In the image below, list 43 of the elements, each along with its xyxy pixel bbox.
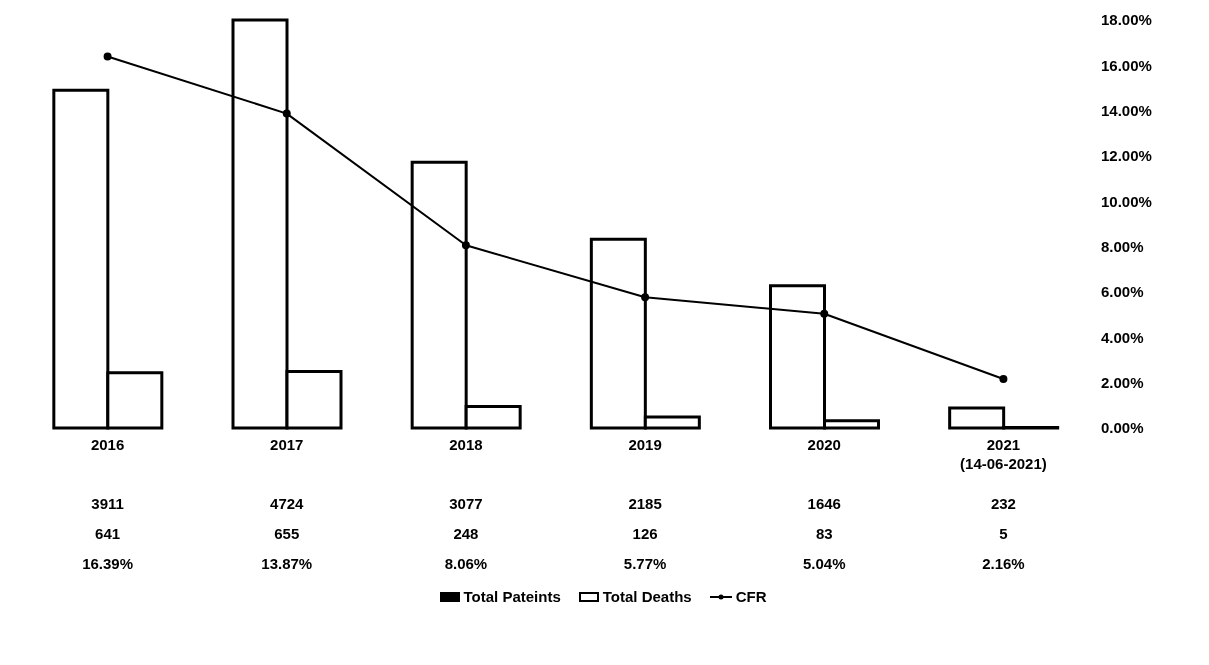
text: 126	[632, 524, 658, 542]
text: 13.87%	[261, 554, 313, 572]
text: 248	[453, 524, 479, 542]
text: 5.04%	[802, 554, 846, 572]
text: 8.06%	[444, 554, 488, 572]
text: 4724	[270, 494, 304, 512]
text: 232	[990, 494, 1016, 512]
y2-tick-label: 16.00%	[1101, 56, 1152, 74]
x-tick-label: 2019	[628, 436, 662, 453]
y2-tick-label: 12.00%	[1101, 147, 1152, 165]
legend-label: Total Pateints	[462, 588, 561, 605]
x-tick-label: 2018	[449, 436, 483, 453]
legend-label: CFR	[734, 588, 767, 605]
text: 5	[999, 524, 1008, 542]
point	[999, 375, 1008, 384]
x-tick-label: 2017	[270, 436, 304, 453]
y2-tick-label: 0.00%	[1101, 419, 1144, 437]
text: 83	[815, 524, 833, 542]
point	[103, 52, 112, 61]
point	[461, 241, 470, 250]
y2-tick-label: 14.00%	[1101, 101, 1152, 119]
point	[820, 309, 829, 318]
y2-tick-label: 10.00%	[1101, 192, 1152, 210]
text: 641	[95, 524, 121, 542]
text: 5.77%	[623, 554, 667, 572]
text: 16.39%	[82, 554, 134, 572]
y2-tick-label: 2.00%	[1101, 373, 1144, 391]
x-tick-label: 2020	[807, 436, 841, 453]
y2-tick-label: 8.00%	[1101, 237, 1144, 255]
x-tick-label: 2021 (14-06-2021)	[960, 436, 1047, 472]
text: 655	[274, 524, 300, 542]
point	[282, 109, 291, 118]
point	[641, 293, 650, 302]
y2-tick-label: 4.00%	[1101, 328, 1144, 346]
y2-tick-label: 18.00%	[1101, 11, 1152, 29]
legend-label: Total Deaths	[601, 588, 692, 605]
text: 3911	[91, 494, 124, 512]
text: 3077	[449, 494, 483, 512]
x-tick-label: 2016	[90, 436, 125, 453]
text: 2185	[628, 494, 662, 512]
text: 1646	[807, 494, 841, 512]
y2-tick-label: 6.00%	[1101, 283, 1144, 301]
text: 2.16%	[982, 554, 1025, 572]
